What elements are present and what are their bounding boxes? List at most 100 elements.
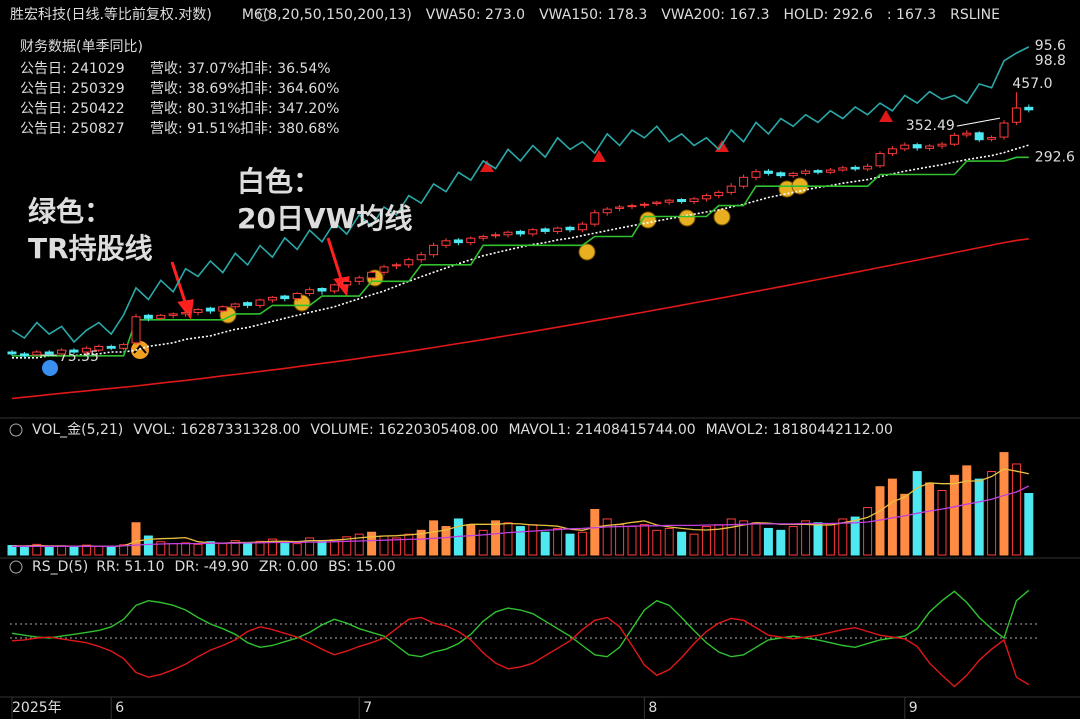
volume-bar [292, 543, 302, 556]
volume-bar [441, 526, 451, 556]
candle-body [391, 264, 401, 267]
candle-body [987, 137, 997, 140]
financial-cell: 营收: 80.31% [150, 101, 241, 117]
volume-bar [515, 526, 525, 556]
volume-bar [1024, 492, 1034, 556]
volume-bar [974, 478, 984, 556]
volume-bar [503, 522, 513, 556]
volume-bar [701, 526, 711, 556]
volume-bar [478, 529, 488, 556]
candle-body [44, 351, 54, 355]
candle-body [974, 132, 984, 141]
high-label: 457.0 [1012, 76, 1052, 92]
volume-bar [987, 471, 997, 556]
candle-body [1011, 107, 1021, 123]
volume-bar [751, 522, 761, 556]
volume-bar [44, 546, 54, 556]
candle-body [639, 203, 649, 206]
candle-body [243, 302, 253, 306]
volume-bar [168, 543, 178, 556]
volume-bar [801, 520, 811, 556]
level-label: BS: 15.00 [328, 559, 396, 575]
header-item: RSLINE [950, 7, 1000, 23]
volume-bar [925, 482, 935, 556]
candle-body [404, 259, 414, 266]
volume-bar [664, 527, 674, 556]
volume-bar [404, 533, 414, 556]
volume-bar [491, 520, 501, 556]
candle-body [267, 296, 277, 301]
volume-bar [218, 543, 228, 556]
volume-bar [1011, 463, 1021, 556]
indicator-label: M6(8,20,50,150,200,13) [242, 7, 412, 23]
volume-bar [57, 545, 67, 556]
candle-body [106, 345, 116, 349]
volume-bar [937, 490, 947, 556]
volume-bar [81, 544, 91, 556]
x-tick-label: 8 [648, 700, 657, 716]
financial-cell: 公告日: 241029 [20, 61, 125, 77]
candle-body [714, 191, 724, 197]
level-label: ZR: 0.00 [259, 559, 318, 575]
volume-ma-line [12, 468, 1029, 547]
candle-body [218, 306, 228, 312]
pane-title: RS_D(5) [32, 559, 88, 575]
candle-body [280, 295, 290, 300]
candle-body [689, 198, 699, 203]
volume-bar [354, 533, 364, 556]
candle-body [875, 153, 885, 167]
candle-body [19, 353, 29, 357]
header-item: VOLUME: 16220305408.00 [310, 422, 498, 438]
candle-body [1024, 106, 1034, 111]
candle-body [181, 311, 191, 315]
candle-body [503, 231, 513, 236]
volume-bar [577, 531, 587, 556]
candle-body [726, 185, 736, 193]
volume-bar [788, 526, 798, 556]
header-item: MAVOL1: 21408415744.00 [508, 422, 695, 438]
candle-body [7, 351, 17, 355]
candle-body [342, 280, 352, 286]
header-item: : 167.3 [887, 7, 936, 23]
rs-line [11, 616, 1030, 688]
volume-bar [416, 529, 426, 556]
candle-body [776, 172, 786, 177]
annotation: 绿色： [28, 195, 112, 228]
candle-body [602, 208, 612, 214]
candle-body [652, 201, 662, 205]
volume-bar [863, 507, 873, 556]
volume-bar [825, 524, 835, 556]
candle-body [949, 134, 959, 145]
volume-bar [181, 542, 191, 556]
candle-body [317, 288, 327, 292]
x-tick-label: 2025年 [12, 700, 62, 716]
financial-cell: 营收: 37.07% [150, 61, 241, 77]
candle-body [664, 199, 674, 203]
candle-body [540, 228, 550, 232]
candle-body [801, 170, 811, 174]
volume-bar [900, 493, 910, 556]
financial-cell: 公告日: 250329 [20, 81, 125, 97]
volume-bar [602, 518, 612, 556]
annotation: 20日VW均线 [237, 202, 413, 235]
x-tick-label: 7 [363, 700, 372, 716]
volume-bar [280, 541, 290, 556]
volume-bar [305, 537, 315, 556]
header-item: VWA200: 167.3 [661, 7, 769, 23]
candle-body [193, 309, 203, 313]
candle-body [900, 144, 910, 150]
volume-bar [466, 524, 476, 556]
header-item: VWA150: 178.3 [539, 7, 647, 23]
volume-bar [205, 541, 215, 556]
indicator-line [12, 156, 1029, 357]
annotation: TR持股线 [28, 232, 153, 265]
volume-bar [739, 520, 749, 556]
volume-bar [553, 527, 563, 556]
candle-body [701, 195, 711, 200]
financial-cell: 公告日: 250827 [20, 121, 125, 137]
volume-bar [156, 541, 166, 556]
candle-body [156, 314, 166, 319]
volume-bar [342, 536, 352, 556]
financial-cell: 扣非: 347.20% [240, 101, 339, 117]
candle-body [305, 289, 315, 294]
